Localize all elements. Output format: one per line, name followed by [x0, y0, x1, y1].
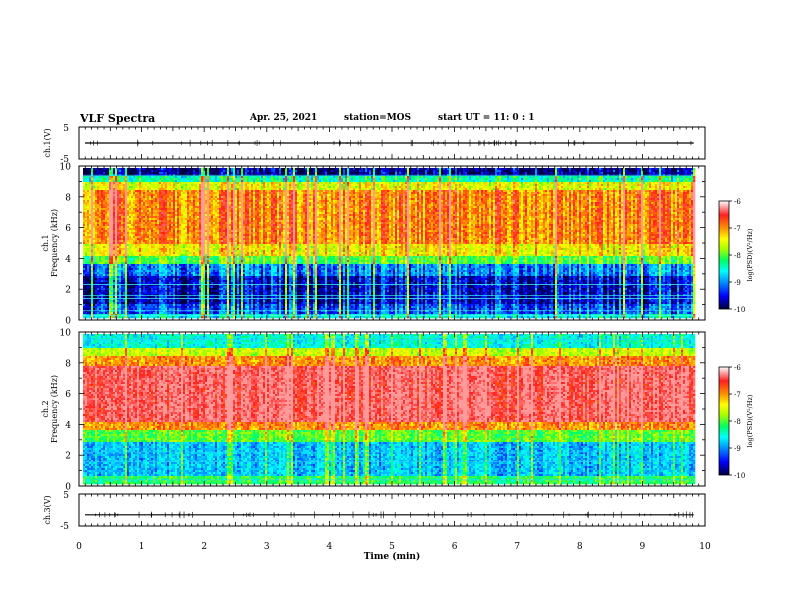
- ch2-spectrogram-colorbar-tick: -10: [734, 472, 745, 480]
- ch1-waveform-ytick-bottom: -5: [60, 155, 69, 165]
- ch2-spectrogram-ytick-label: 4: [65, 421, 71, 431]
- ch3-waveform-ytick-bottom: -5: [60, 522, 69, 532]
- ch2-spectrogram-colorbar-label: log(PSD)(V²/Hz): [746, 394, 754, 447]
- x-tick-label: 0: [76, 542, 82, 552]
- ch1-spectrogram-interference-lines: [83, 174, 694, 316]
- ch2-spectrogram-colorbar-tick: -7: [734, 391, 741, 399]
- ch1-spectrogram-colorbar-tick: -7: [734, 225, 741, 233]
- ch1-spectrogram-ylabel-channel: ch.1: [41, 234, 50, 251]
- ch1-spectrogram-ytick-label: 0: [65, 317, 71, 327]
- ch3-waveform-ylabel: ch.3(V): [43, 495, 52, 524]
- ch1-spectrogram-ytick-label: 8: [65, 193, 71, 203]
- ch1-spectrogram-colorbar-tick: -9: [734, 279, 741, 287]
- x-tick-label: 5: [389, 542, 395, 552]
- ch1-spectrogram-ytick-label: 4: [65, 255, 71, 265]
- ch1-spectrogram-ytick-label: 10: [60, 163, 72, 173]
- x-axis: 0 1 2 3 4 5 6 7 8 9 10 Time (min): [76, 542, 711, 562]
- ch2-spectrogram-ytick-label: 2: [65, 452, 71, 462]
- x-tick-label: 3: [264, 542, 270, 552]
- station-label: station=MOS: [344, 113, 411, 123]
- ch2-spectrogram-ytick-label: 8: [65, 359, 71, 369]
- x-tick-label: 10: [699, 542, 711, 552]
- x-tick-label: 7: [514, 542, 520, 552]
- ch2-spectrogram-colorbar-tick: -9: [734, 445, 741, 453]
- ch2-spectrogram-ytick-label: 6: [65, 390, 71, 400]
- ch1-waveform-xticks: [78, 127, 706, 159]
- ch1-spectrogram-ytick-label: 2: [65, 286, 71, 296]
- x-axis-title: Time (min): [364, 551, 421, 562]
- x-tick-label: 6: [452, 542, 458, 552]
- ch2-spectrogram-colorbar-tick: -6: [734, 364, 741, 372]
- ch1-waveform-ytick-top: 5: [63, 124, 69, 134]
- x-tick-label: 4: [327, 542, 333, 552]
- ch1-spectrogram-colorbar-label: log(PSD)(V²/Hz): [746, 228, 754, 281]
- ch2-spectrogram-xticks: [78, 332, 706, 486]
- ch1-spectrogram-ylabel-frequency: Frequency (kHz): [50, 209, 59, 277]
- ch1-spectrogram-ytick-label: 6: [65, 224, 71, 234]
- ch2-spectrogram-colorbar: [718, 366, 730, 476]
- ch2-spectrogram-yticks: [79, 331, 705, 487]
- ch2-spectrogram-ylabel-frequency: Frequency (kHz): [50, 375, 59, 443]
- ch1-waveform-spikes: [90, 139, 692, 147]
- ch2-spectrogram-interference-lines: [83, 339, 694, 481]
- ch1-spectrogram-colorbar-tick: -6: [734, 198, 741, 206]
- ch1-spectrogram-colorbar-tick: -8: [734, 252, 741, 260]
- ch1-waveform-ylabel: ch.1(V): [43, 128, 52, 157]
- ch3-waveform-xticks: [78, 494, 706, 526]
- x-tick-label: 1: [139, 542, 145, 552]
- ch3-waveform-ytick-top: 5: [63, 491, 69, 501]
- x-tick-label: 9: [640, 542, 646, 552]
- ch2-spectrogram-ytick-label: 0: [65, 483, 71, 493]
- ch3-waveform-frame: [78, 493, 706, 527]
- ch1-spectrogram-colorbar-tick: -10: [734, 306, 745, 314]
- ch1-spectrogram-cells: [83, 168, 696, 319]
- ch2-spectrogram-colorbar-tick: -8: [734, 418, 741, 426]
- ch1-spectrogram-xticks: [78, 166, 706, 320]
- start-time-label: start UT = 11: 0 : 1: [438, 113, 535, 123]
- ch3-waveform-spikes: [95, 511, 693, 519]
- x-tick-label: 8: [577, 542, 583, 552]
- figure-title: VLF Spectra: [80, 112, 155, 125]
- x-tick-label: 2: [201, 542, 207, 552]
- ch1-spectrogram-yticks: [79, 165, 705, 321]
- ch2-spectrogram-ylabel-channel: ch.2: [41, 400, 50, 417]
- date-label: Apr. 25, 2021: [250, 113, 317, 123]
- ch1-spectrogram-colorbar: [718, 200, 730, 310]
- ch2-spectrogram-ytick-label: 10: [60, 329, 72, 339]
